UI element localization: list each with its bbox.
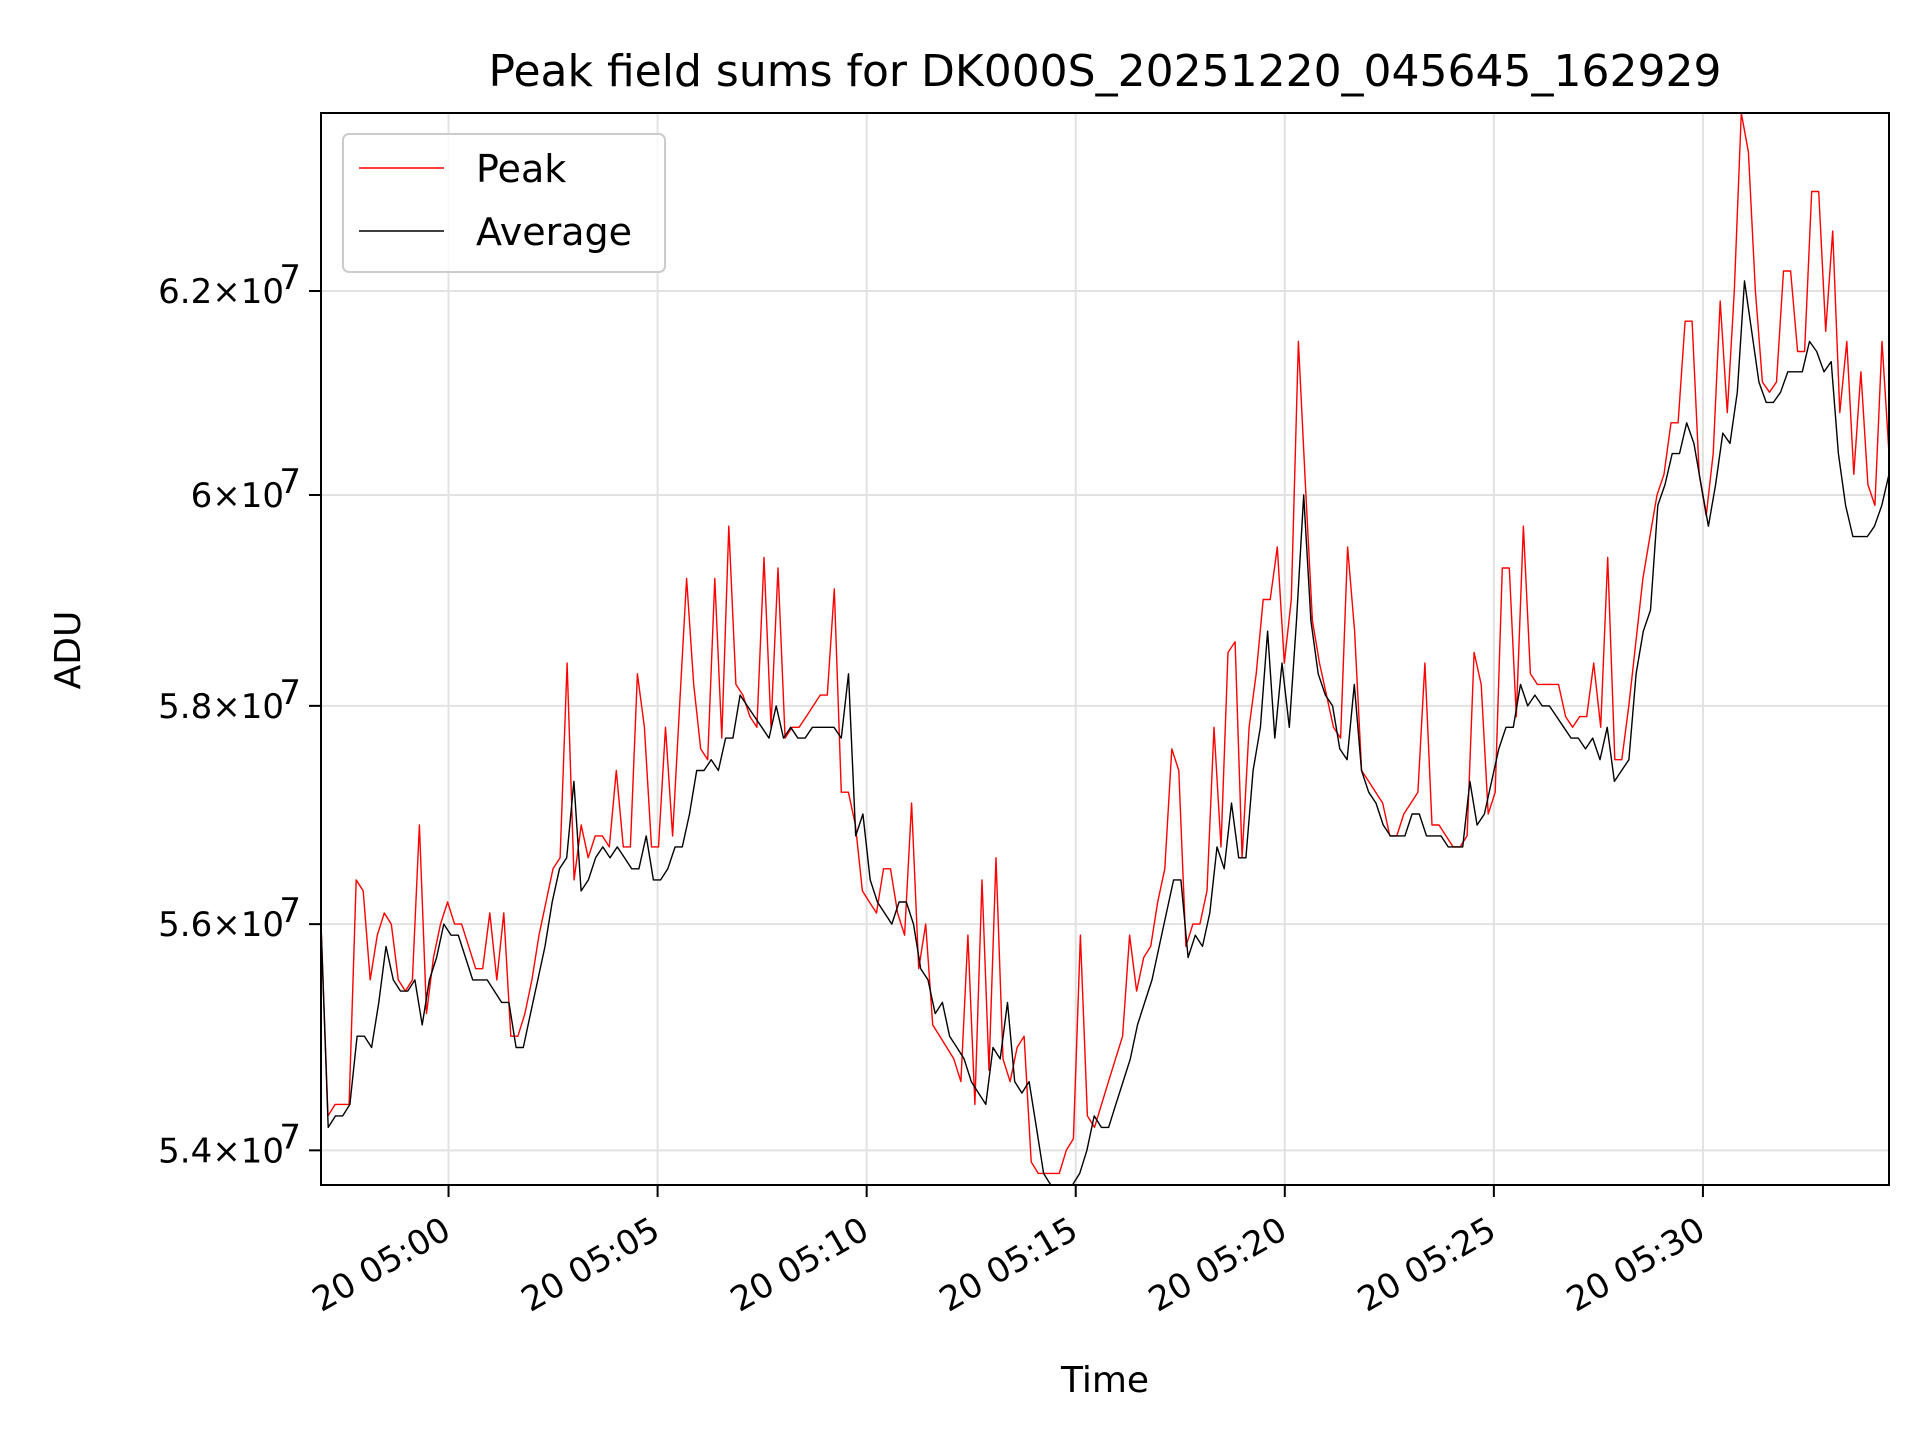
y-tick-times-ten: ×10 [212,272,284,312]
y-tick-times-ten: ×10 [212,1131,284,1171]
y-tick-label: 75.6×10 [158,891,301,945]
y-tick-exponent: 7 [279,673,301,713]
y-tick-times-ten: ×10 [212,687,284,727]
y-axis-label: ADU [48,611,89,690]
plot-frame [320,112,1890,1186]
y-tick-exponent: 7 [279,1117,301,1157]
y-tick-mantissa-value: 5.8 [158,687,212,727]
legend: Peak Average [342,133,666,273]
y-tick-mantissa: 6×10 [191,476,284,516]
legend-label-peak: Peak [476,147,566,191]
y-tick-label: 76.2×10 [158,258,301,312]
y-tick-mantissa-value: 6.2 [158,272,212,312]
y-tick-exponent: 7 [279,258,301,298]
y-tick-mantissa: 5.6×10 [158,905,284,945]
y-tick-label: 75.8×10 [158,673,301,727]
chart-title: Peak field sums for DK000S_20251220_0456… [489,46,1722,97]
y-tick-mantissa: 5.8×10 [158,687,284,727]
legend-label-average: Average [476,210,632,254]
grid [321,113,1889,1185]
series-lines [321,113,1889,1185]
x-axis-label: Time [1060,1360,1149,1401]
y-tick-mantissa-value: 5.6 [158,905,212,945]
y-tick-mantissa-value: 6 [191,476,213,516]
y-tick-mantissa: 6.2×10 [158,272,284,312]
y-tick-label: 76×10 [191,462,301,516]
y-tick-times-ten: ×10 [212,905,284,945]
y-tick-exponent: 7 [279,891,301,931]
y-tick-times-ten: ×10 [212,476,284,516]
series-line-average [321,280,1889,1185]
y-tick-exponent: 7 [279,462,301,502]
series-line-peak [321,113,1889,1175]
y-tick-mantissa: 5.4×10 [158,1131,284,1171]
y-tick-label: 75.4×10 [158,1117,301,1171]
y-tick-mantissa-value: 5.4 [158,1131,212,1171]
